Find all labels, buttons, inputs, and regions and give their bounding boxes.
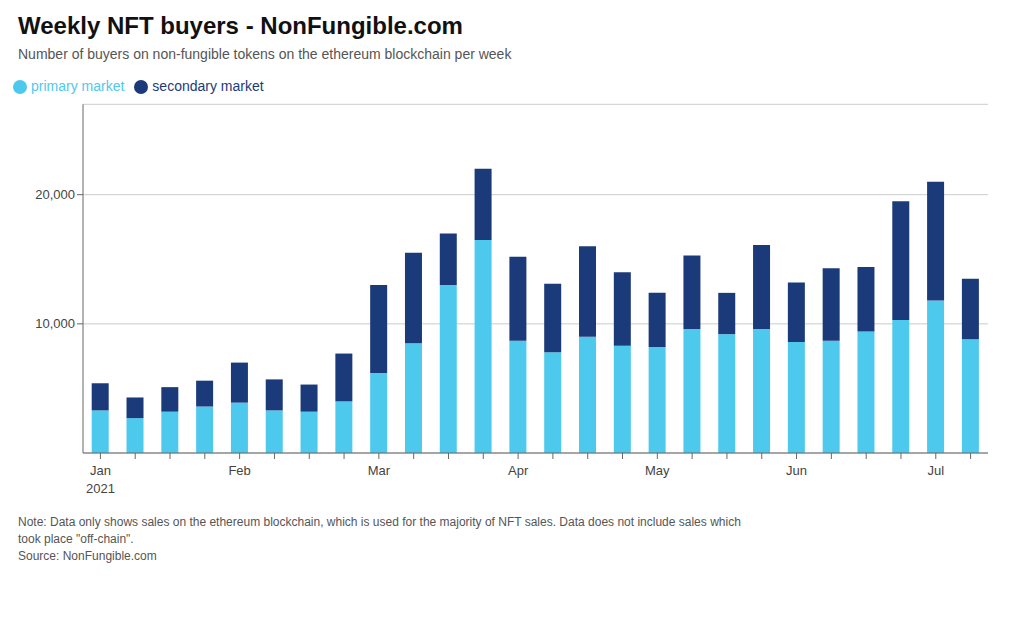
svg-text:Apr: Apr	[508, 463, 529, 478]
svg-text:May: May	[645, 463, 670, 478]
svg-text:Mar: Mar	[368, 463, 391, 478]
svg-text:Jan: Jan	[90, 463, 111, 478]
svg-text:2021: 2021	[86, 481, 115, 496]
html-text:took place "off-chain".: took place "off-chain".	[18, 532, 134, 546]
svg-text:Feb: Feb	[228, 463, 250, 478]
svg-text:Jul: Jul	[927, 463, 944, 478]
html-text:Note: Data only shows sales on: Note: Data only shows sales on the ether…	[18, 515, 741, 529]
html-text:Weekly NFT buyers - NonFungibl: Weekly NFT buyers - NonFungible.com	[18, 12, 463, 39]
html-text:Number of buyers on non-fungib: Number of buyers on non-fungible tokens …	[18, 46, 512, 62]
svg-text:10,000: 10,000	[35, 316, 75, 331]
html-text:secondary market: secondary market	[152, 78, 264, 94]
svg-text:Jun: Jun	[786, 463, 807, 478]
html-text:Source: NonFungible.com: Source: NonFungible.com	[18, 549, 157, 563]
svg-text:20,000: 20,000	[35, 187, 75, 202]
html-text:primary market: primary market	[31, 78, 125, 94]
